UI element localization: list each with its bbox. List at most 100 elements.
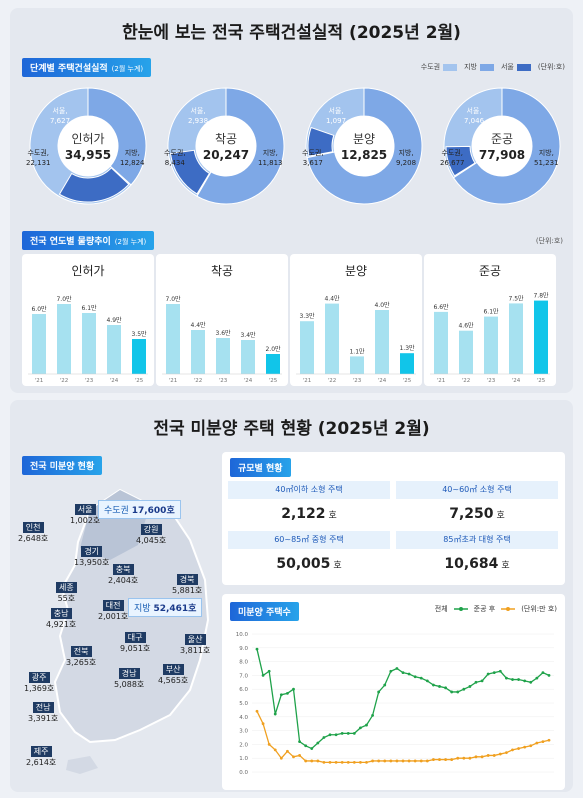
size-cell-3: 85㎡초과 대형 주택 10,684 호 [396,531,558,583]
donut-capital-label-1: 수도권, 8,434 [164,148,186,168]
bar-category-1-0: '21 [169,378,178,384]
series-point-0-12 [328,733,332,737]
bar-card-title-3: 준공 [478,264,502,278]
bar-chart-2: 3.3만 '21 4.4만 '22 1.1만 '23 4.0만 '24 1.3만 '25 [296,295,416,384]
donut-1: 착공 20,247 서울, 2,938 수도권, 8,434 지방, 11,813 [164,86,286,206]
series-point-0-29 [432,683,435,687]
donut-seoul-label-2: 서울, 1,097 [326,106,346,126]
series-point-1-36 [474,755,478,759]
bar-0-3 [107,325,121,374]
stage-tag-note: (2월 누계) [111,65,144,73]
series-point-1-42 [511,748,514,752]
series-point-0-5 [286,691,289,695]
capital-box: 수도권 17,600호 [98,500,181,519]
y-tick-9: 9.0 [239,646,248,652]
map-tag: 전국 미분양 현황 [22,456,103,475]
local-box: 지방 52,461호 [128,598,203,617]
region-0: 서울 1,002호 [70,504,100,526]
legend-total-mark [453,607,468,611]
bar-0-0 [32,314,46,374]
region-name-5: 경북 [176,574,198,585]
series-point-1-21 [383,759,387,763]
region-5: 경북 5,881호 [172,574,202,596]
size-label-2: 60~85㎡ 중형 주택 [228,531,390,549]
region-9: 대구 9,051호 [120,632,150,654]
bar-label-0-2: 6.1만 [81,304,97,312]
region-value-15: 3,391호 [28,714,59,723]
bar-chart-1: 7.0만 '21 4.4만 '22 3.6만 '23 3.4만 '24 2.0만 '25 [162,295,282,384]
bar-category-1-3: '24 [244,378,253,384]
series-point-1-12 [328,760,332,764]
series-point-1-25 [407,759,411,763]
series-point-1-0 [255,709,259,713]
bar-category-0-3: '24 [110,378,119,384]
bar-label-2-3: 4.0만 [374,301,390,309]
series-point-0-20 [377,690,381,694]
series-point-0-30 [438,685,441,688]
donut-seoul-label-0: 서울, 7,627 [50,106,70,126]
series-point-0-43 [517,678,520,681]
series-point-1-1 [261,722,265,726]
donut-total-1: 20,247 [202,148,250,162]
region-3: 강원 4,045호 [136,524,166,546]
region-name-14: 광주 [28,672,50,683]
bar-category-2-1: '22 [328,378,337,384]
size-unit-1: 호 [496,511,505,521]
bar-label-0-3: 4.9만 [106,316,122,324]
legend-local-swatch [479,63,494,71]
donut-local-name-3: 지방, [538,149,554,157]
series-point-0-35 [468,685,472,688]
region-value-16: 2,614호 [26,758,57,767]
donut-slice-seoul-2 [307,126,335,157]
series-point-0-9 [310,747,314,750]
series-point-1-35 [468,756,472,760]
bar-label-3-1: 4.6만 [458,322,474,330]
bar-card-title-1: 착공 [210,264,234,278]
region-name-3: 강원 [140,524,162,535]
donut-seoul-name-0: 서울, [52,107,68,115]
bar-card-1: 착공 7.0만 '21 4.4만 '22 3.6만 '23 3.4만 '24 2.0만 '25 [156,254,288,386]
series-point-1-2 [267,743,271,746]
bar-label-1-3: 3.4만 [240,331,256,339]
region-name-1: 인천 [22,522,44,533]
region-value-2: 13,950호 [74,558,110,567]
y-tick-8: 8.0 [239,660,248,666]
donut-capital-value-1: 8,434 [164,159,185,167]
bar-category-3-4: '25 [537,378,546,384]
donut-legend: 수도권 지방 서울 (단위:호) [421,62,565,72]
series-point-0-27 [419,676,423,680]
series-line-1 [256,710,550,763]
series-point-1-23 [395,759,399,763]
donut-capital-value-3: 26,677 [440,159,465,167]
series-point-1-41 [505,751,508,755]
donut-local-label-3: 지방, 51,231 [534,148,559,168]
donut-seoul-value-1: 2,938 [188,117,209,125]
region-value-8: 4,921호 [46,620,77,629]
donut-slice-seoul-1 [169,149,211,195]
bar-label-1-0: 7.0만 [165,295,181,303]
region-value-3: 4,045호 [136,536,167,545]
donut-0: 인허가 34,955 서울, 7,627 수도권, 22,131 지방, 12,824 [26,86,148,206]
size-label-3: 85㎡초과 대형 주택 [396,531,558,549]
series-point-1-10 [316,759,320,763]
bar-card-2: 분양 3.3만 '21 4.4만 '22 1.1만 '23 4.0만 '24 1.3만 '25 [290,254,422,386]
series-point-1-18 [365,760,368,764]
donut-local-name-1: 지방, [262,149,278,157]
series-point-0-24 [401,671,405,675]
series-point-1-26 [413,759,417,763]
bar-3-4 [534,300,548,374]
y-tick-1: 1.0 [239,756,248,762]
y-tick-10: 10.0 [236,632,249,638]
series-point-1-24 [401,759,405,763]
line-legend: 전체 준공 후 (단위:만 호) [435,604,557,614]
series-point-1-15 [346,760,350,764]
donut-capital-label-0: 수도권, 22,131 [26,148,51,168]
series-point-0-32 [450,690,454,694]
series-point-0-36 [474,680,478,684]
series-point-1-43 [517,747,520,750]
bar-category-1-1: '22 [194,378,203,384]
y-tick-3: 3.0 [239,729,248,735]
series-point-1-14 [340,760,344,764]
series-point-0-15 [346,731,350,735]
series-point-1-32 [450,758,454,761]
